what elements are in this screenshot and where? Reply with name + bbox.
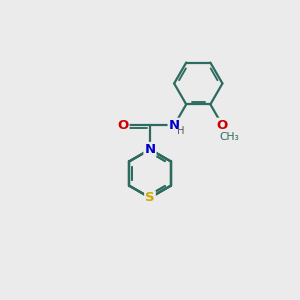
Text: O: O — [117, 119, 128, 132]
Text: H: H — [177, 126, 184, 136]
Text: N: N — [144, 143, 156, 156]
Text: N: N — [169, 119, 180, 132]
Text: CH₃: CH₃ — [219, 132, 239, 142]
Text: O: O — [217, 119, 228, 132]
Text: S: S — [145, 191, 155, 204]
